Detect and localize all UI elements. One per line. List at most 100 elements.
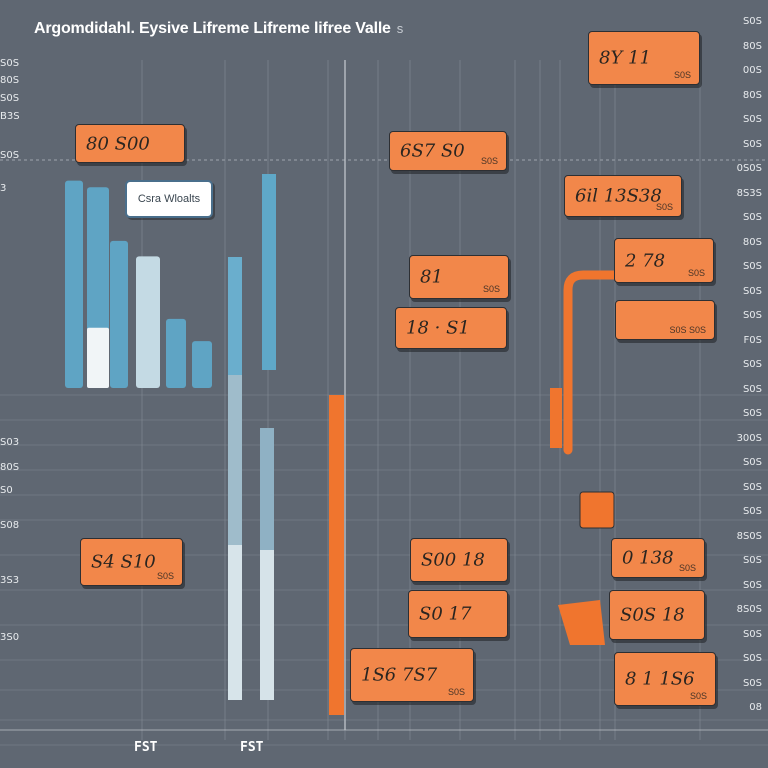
right-tick-label: S0S: [742, 628, 762, 640]
callout-sublabel: S0S: [482, 284, 500, 294]
right-tick-label: 0S0S: [736, 163, 762, 174]
bar-6: [192, 341, 212, 388]
right-tick-label: S0S: [742, 506, 762, 517]
right-tick-label: 300S: [736, 432, 762, 444]
callout-sublabel: S0S: [655, 202, 673, 212]
legend-box: Csra Wloalts: [125, 180, 213, 218]
orange-bar-small: [550, 388, 562, 448]
right-tick-label: S0S: [742, 481, 762, 493]
left-tick-label: B3S: [0, 111, 20, 122]
chart-title-text: Argomdidahl. Eysive Lifreme Lifreme lifr…: [34, 20, 391, 37]
right-tick-label: 08: [749, 702, 762, 713]
bar-4: [136, 256, 160, 388]
right-tick-label: S0S: [742, 677, 762, 689]
left-tick-label: S0S: [0, 58, 20, 69]
callout-value: 8Y 11: [599, 47, 651, 69]
value-callout: 18 · S1: [395, 307, 507, 349]
orange-bar: [329, 395, 344, 715]
tall-bar-2-top: [262, 174, 276, 370]
value-callout: S0 17: [408, 590, 508, 638]
callout-value: 80 S00: [86, 133, 150, 154]
value-callout: 2 78 S0S: [614, 238, 714, 283]
right-tick-label: S0S: [742, 16, 762, 27]
left-tick-label: S03: [0, 437, 20, 448]
right-tick-label: F0S: [743, 334, 762, 346]
callout-value: 2 78: [625, 250, 666, 271]
left-tick-label: 80S: [0, 462, 20, 473]
callout-sublabel: S0S S0S: [669, 325, 706, 335]
callout-value: S4 S10: [91, 551, 156, 573]
value-callout: S4 S10 S0S: [80, 538, 183, 586]
right-tick-label: 8S0S: [736, 604, 762, 615]
orange-connector: [563, 270, 620, 455]
callout-value: S0S 18: [620, 604, 685, 626]
left-tick-label: S08: [0, 520, 20, 531]
value-callout: S0S S0S: [615, 300, 715, 340]
chart-title: Argomdidahl. Eysive Lifreme Lifreme lifr…: [34, 20, 403, 38]
tall-bar-1-mid: [228, 375, 242, 545]
right-tick-label: S0S: [742, 579, 762, 591]
callout-sublabel: S0S: [156, 571, 174, 581]
left-tick-label: S0S: [0, 93, 20, 104]
chart-title-suffix: s: [396, 21, 404, 36]
callout-value: S00 18: [421, 549, 485, 571]
left-tick-label: S0: [0, 485, 13, 496]
callout-sublabel: S0S: [687, 268, 705, 278]
bar-5: [166, 318, 186, 388]
value-callout: 8Y 11 S0S: [588, 31, 700, 85]
right-tick-label: S0S: [742, 555, 762, 566]
left-tick-label: 80S: [0, 75, 20, 86]
right-tick-label: 8S0S: [736, 530, 762, 542]
right-tick-label: S0S: [742, 138, 762, 150]
tall-bar-2-mid: [260, 428, 274, 550]
callout-sublabel: S0S: [689, 691, 707, 701]
right-tick-label: S0S: [742, 359, 762, 370]
left-tick-label: 3: [0, 183, 7, 194]
orange-box: [579, 491, 615, 529]
callout-sublabel: S0S: [480, 156, 498, 166]
callout-value: 6il 13S38: [575, 185, 662, 207]
x-axis-label-1: FST: [134, 740, 158, 755]
right-tick-label: 8S3S: [736, 187, 762, 199]
right-tick-label: 80S: [742, 89, 762, 101]
bar-1: [65, 180, 83, 388]
x-axis-label-2: FST: [240, 740, 264, 755]
right-tick-label: S0S: [742, 114, 762, 125]
chart-marks: [65, 174, 620, 715]
bar-3: [110, 240, 128, 388]
tall-bar-1-low: [228, 545, 242, 700]
right-tick-label: S0S: [742, 408, 762, 419]
callout-value: 18 · S1: [406, 317, 470, 339]
right-tick-label: 80S: [742, 236, 762, 248]
right-tick-label: S0S: [742, 212, 762, 223]
value-callout: 0 138 S0S: [611, 538, 705, 578]
legend-label: Csra Wloalts: [137, 193, 201, 205]
right-tick-label: S0S: [742, 310, 762, 321]
value-callout: 6S7 S0 S0S: [389, 131, 507, 171]
right-tick-label: 00S: [742, 65, 762, 76]
value-callout: 80 S00: [75, 124, 185, 163]
right-tick-label: S0S: [742, 261, 762, 272]
value-callout: 1S6 7S7 S0S: [350, 648, 474, 702]
right-tick-label: S0S: [742, 383, 762, 395]
callout-value: 6S7 S0: [400, 140, 465, 162]
right-tick-label: S0S: [742, 457, 762, 468]
left-tick-label: 3S0: [0, 632, 20, 643]
bar-2-highlight: [87, 327, 109, 388]
callout-sublabel: S0S: [678, 563, 696, 573]
callout-value: S0 17: [419, 603, 472, 625]
tall-bar-1-top: [228, 257, 242, 375]
left-tick-label: S0S: [0, 150, 20, 161]
callout-value: 1S6 7S7: [361, 664, 438, 686]
right-tick-label: 80S: [742, 40, 762, 52]
right-tick-label: S0S: [742, 653, 762, 664]
callout-sublabel: S0S: [447, 687, 465, 697]
tall-bar-2-low: [260, 550, 274, 700]
callout-value: 8 1 1S6: [625, 668, 695, 690]
right-tick-label: S0S: [742, 285, 762, 297]
callout-value: 0 138: [622, 547, 674, 569]
left-tick-label: 3S3: [0, 575, 20, 586]
orange-wedge: [558, 600, 605, 645]
value-callout: 6il 13S38 S0S: [564, 175, 682, 217]
